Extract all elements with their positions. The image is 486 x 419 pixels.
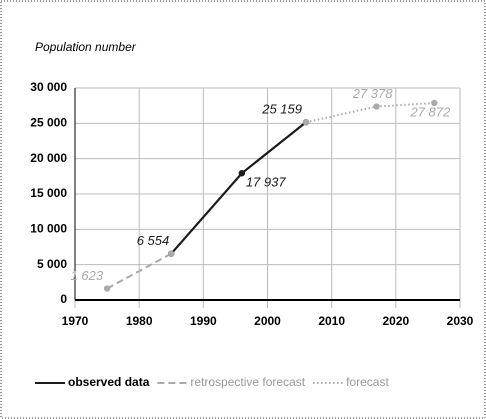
y-tick-label: 20 000 <box>30 151 67 165</box>
data-label: 17 937 <box>246 175 287 190</box>
y-tick-label: 30 000 <box>30 80 67 94</box>
point <box>431 99 438 107</box>
y-tick-label: 10 000 <box>30 222 67 236</box>
point <box>302 119 310 126</box>
axis-title: Population number <box>35 40 137 54</box>
point <box>103 285 111 292</box>
x-tick-label: 2000 <box>254 314 281 328</box>
x-tick-label: 1970 <box>62 314 89 328</box>
data-label: 27 378 <box>352 86 394 101</box>
point <box>168 250 175 257</box>
y-tick-label: 25 000 <box>30 116 67 130</box>
series-line <box>106 252 172 290</box>
x-tick-label: 1980 <box>126 314 153 328</box>
y-tick-label: 0 <box>60 292 67 306</box>
data-label: 6 554 <box>137 233 170 248</box>
x-tick-label: 2010 <box>318 314 345 328</box>
point <box>373 103 380 110</box>
x-tick-label: 2030 <box>447 314 474 328</box>
point <box>238 170 246 177</box>
x-tick-label: 2020 <box>382 314 409 328</box>
y-tick-label: 5 000 <box>37 257 67 271</box>
data-label: 25 159 <box>261 102 302 117</box>
data-label: 27 872 <box>409 104 451 119</box>
y-tick-label: 15 000 <box>30 186 67 200</box>
legend-label: retrospective forecast <box>190 375 305 389</box>
legend-label: observed data <box>68 375 150 389</box>
x-tick-label: 1990 <box>190 314 217 328</box>
legend-label: forecast <box>346 375 389 389</box>
data-label: 1 623 <box>71 268 104 283</box>
